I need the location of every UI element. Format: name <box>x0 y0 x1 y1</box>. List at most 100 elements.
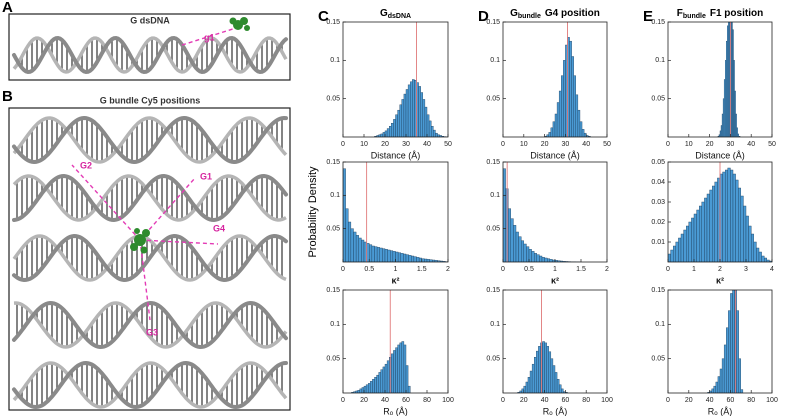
panel-letter: C <box>318 8 329 25</box>
bar <box>368 383 371 393</box>
title-main: F <box>677 8 683 19</box>
bar <box>387 249 391 262</box>
fret-line <box>181 27 237 46</box>
x-tick-label: 10 <box>520 141 528 148</box>
plot <box>351 290 411 393</box>
x-tick-label: 2 <box>446 266 450 273</box>
bar <box>424 106 428 137</box>
x-tick-label: 10 <box>360 141 368 148</box>
bar <box>358 237 362 262</box>
x-tick-label: 0 <box>341 266 345 273</box>
x-tick-label: 40 <box>747 141 755 148</box>
bar <box>405 365 409 393</box>
bar <box>541 257 545 262</box>
y-tick-label: 0.15 <box>486 19 500 26</box>
y-tick-label: 0.03 <box>651 199 665 206</box>
x-tick-label: 0 <box>666 397 670 404</box>
bar <box>554 113 558 137</box>
bar <box>554 372 558 393</box>
bar <box>386 360 390 393</box>
x-tick-label: 0 <box>666 141 670 148</box>
bar <box>725 169 729 262</box>
bar <box>738 187 742 262</box>
y-tick-label: 0.15 <box>486 159 500 166</box>
x-axis-label: Distance (Å) <box>530 150 580 160</box>
bar <box>403 344 407 393</box>
bar <box>727 167 731 262</box>
bar <box>393 119 396 137</box>
bar <box>359 388 363 393</box>
x-tick-label: 20 <box>706 141 714 148</box>
bar <box>390 250 394 262</box>
bar <box>736 127 738 137</box>
dye <box>130 228 150 254</box>
bar <box>365 384 369 393</box>
bar <box>345 208 349 262</box>
x-tick-label: 30 <box>562 141 570 148</box>
x-tick-label: 30 <box>402 141 410 148</box>
y-tick-label: 0.15 <box>326 287 340 294</box>
bar <box>715 381 719 393</box>
bar <box>397 344 400 393</box>
bar <box>384 249 388 262</box>
title-rest: F1 position <box>710 8 763 19</box>
y-tick-label: 0.15 <box>326 19 340 26</box>
x-tick-label: 40 <box>706 397 714 404</box>
strand <box>12 115 288 165</box>
y-tick-label: 0.1 <box>330 57 340 64</box>
plot <box>544 22 591 137</box>
x-tick-label: 0 <box>341 141 345 148</box>
x-axis-label: Rₒ (Å) <box>543 406 567 416</box>
fret-lines <box>71 164 219 321</box>
strand <box>12 116 288 164</box>
bar <box>723 344 727 393</box>
bar <box>550 127 554 137</box>
bar <box>416 257 420 262</box>
bar <box>740 389 744 393</box>
bar <box>548 351 552 393</box>
bar <box>401 99 405 137</box>
bar <box>691 217 695 262</box>
bar <box>433 129 436 137</box>
bar <box>393 350 396 393</box>
bar <box>769 260 772 262</box>
bar <box>726 327 729 393</box>
x-tick-label: 1.5 <box>417 266 427 273</box>
bar <box>371 245 375 262</box>
bar <box>546 346 549 393</box>
bar <box>735 113 737 137</box>
strand <box>12 174 287 222</box>
bar <box>403 93 407 137</box>
y-tick-label: 0.15 <box>326 159 340 166</box>
bar <box>370 381 373 393</box>
x-tick-label: 0 <box>666 266 670 273</box>
bar <box>357 390 361 393</box>
bar <box>395 347 398 393</box>
bar <box>420 92 424 137</box>
site-label: G2 <box>80 160 92 170</box>
bar <box>531 363 535 393</box>
y-tick-label: 0.15 <box>486 287 500 294</box>
bar <box>558 384 562 393</box>
bar <box>399 104 403 137</box>
bar <box>369 244 373 262</box>
title-main: G <box>510 8 518 19</box>
y-tick-label: 0.1 <box>655 321 665 328</box>
bar <box>547 258 551 262</box>
bar <box>534 357 537 393</box>
x-axis-label: Distance (Å) <box>695 150 745 160</box>
bar <box>678 237 682 262</box>
x-axis-label: Rₒ (Å) <box>383 406 407 416</box>
y-tick-label: 0.1 <box>490 57 500 64</box>
bar <box>706 193 710 262</box>
plot <box>503 162 582 262</box>
y-tick-label: 0.1 <box>655 57 665 64</box>
bar <box>680 233 684 262</box>
site-label: G1 <box>200 171 212 181</box>
bar <box>675 241 679 262</box>
x-tick-label: 40 <box>381 397 389 404</box>
bar <box>764 257 768 262</box>
y-tick-label: 0.05 <box>486 356 500 363</box>
bar <box>534 253 538 262</box>
bar <box>513 225 517 262</box>
